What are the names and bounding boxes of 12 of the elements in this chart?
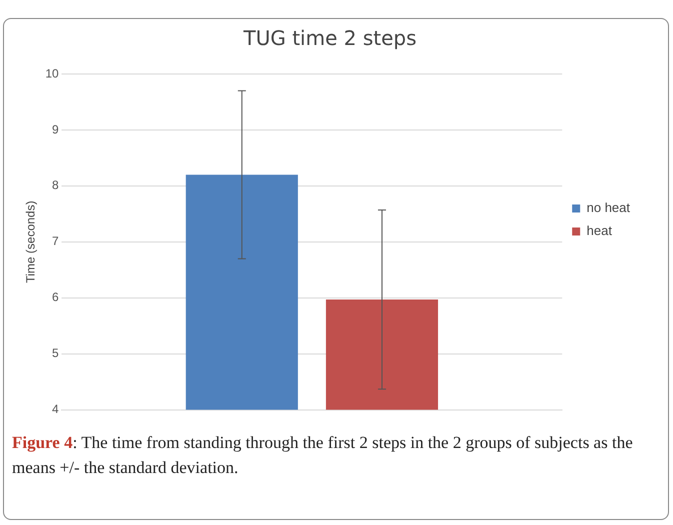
chart-title: TUG time 2 steps xyxy=(242,26,417,50)
y-tick-label: 5 xyxy=(52,346,60,360)
y-tick-label: 10 xyxy=(45,66,60,80)
y-tick-label: 8 xyxy=(52,178,60,192)
y-axis-title: Time (seconds) xyxy=(24,200,38,284)
y-tick-label: 6 xyxy=(52,290,60,304)
y-tick-label: 7 xyxy=(52,234,60,248)
caption: Figure 4: The time from standing through the first 2 steps in the 2 groups of subjects as the means +/- the standard deviation. xyxy=(12,432,634,479)
y-tick-label: 4 xyxy=(52,402,60,416)
legend-label: heat xyxy=(586,223,612,238)
legend-label: no heat xyxy=(586,200,630,216)
y-tick-label: 9 xyxy=(52,122,60,136)
